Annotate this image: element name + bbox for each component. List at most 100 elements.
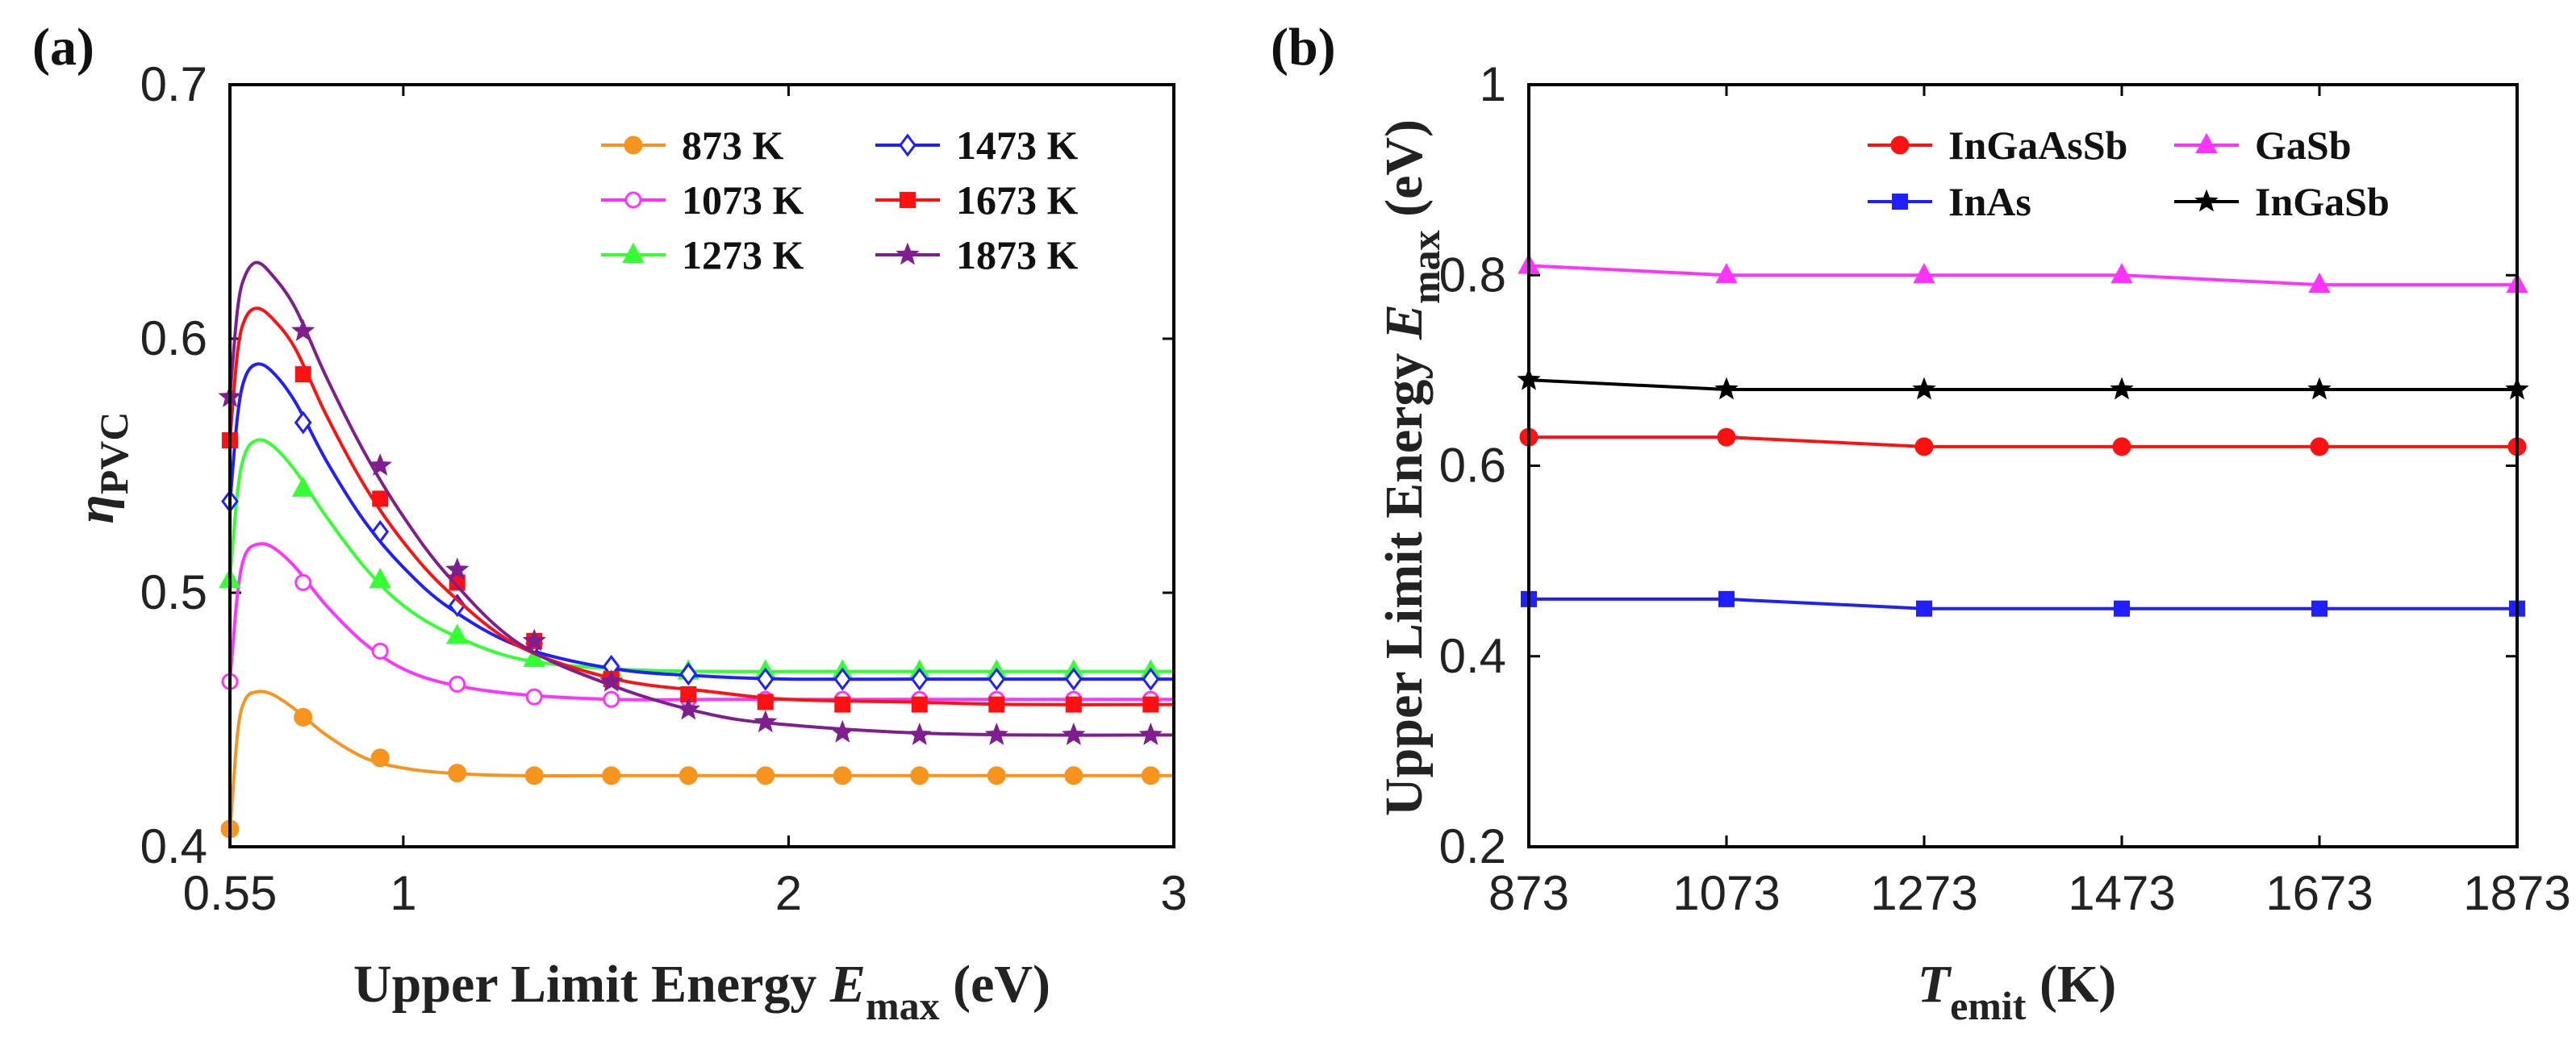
panel-b-legend: InGaAsSb GaSb InAs InGaSb bbox=[1868, 123, 2390, 224]
series-line bbox=[1529, 435, 2517, 448]
data-point bbox=[1142, 696, 1159, 713]
data-point bbox=[830, 719, 854, 743]
legend-item: InGaSb bbox=[2174, 179, 2390, 224]
data-point bbox=[599, 669, 624, 692]
data-point bbox=[603, 690, 620, 708]
data-point bbox=[984, 723, 1008, 745]
series-line bbox=[228, 438, 1174, 673]
legend-item: 1273 K bbox=[601, 232, 804, 277]
data-point bbox=[2307, 377, 2332, 400]
panel-a-xlabel-text: Upper Limit Energy bbox=[353, 955, 830, 1014]
series-inas bbox=[1521, 590, 2525, 617]
legend-label: 1673 K bbox=[956, 177, 1079, 223]
data-point bbox=[2308, 272, 2331, 294]
data-point bbox=[449, 675, 466, 693]
panel-b-xtick-label: 1673 bbox=[2265, 866, 2373, 920]
data-point bbox=[833, 766, 852, 785]
data-point bbox=[1064, 766, 1083, 785]
legend-label: InGaAsSb bbox=[1948, 123, 2127, 168]
data-point bbox=[1142, 667, 1160, 691]
data-point bbox=[1141, 766, 1160, 785]
data-point bbox=[1714, 377, 1739, 400]
panel-b-xtick-label: 873 bbox=[1488, 866, 1569, 920]
data-point bbox=[1715, 263, 1738, 284]
panel-a-xtick-label: 0.55 bbox=[183, 866, 278, 920]
legend-marker bbox=[2194, 189, 2219, 212]
legend-marker bbox=[622, 242, 645, 263]
panel-b-ylabel-symbol: E bbox=[1375, 304, 1434, 340]
data-point bbox=[369, 568, 391, 589]
panel-a-ytick-label: 0.4 bbox=[140, 819, 207, 873]
panel-a-ylabel: ηPVC bbox=[66, 412, 136, 524]
legend-item: InGaAsSb bbox=[1868, 123, 2127, 168]
panel-b-ylabel-subscript: max bbox=[1403, 230, 1448, 304]
data-point bbox=[1065, 696, 1082, 713]
data-point bbox=[1138, 723, 1163, 745]
data-point bbox=[1718, 590, 1735, 607]
series-1673-k bbox=[222, 306, 1175, 713]
panel-a-xtick-label: 1 bbox=[390, 866, 416, 920]
data-point bbox=[833, 667, 852, 691]
data-point bbox=[676, 697, 700, 720]
panel-a-series bbox=[218, 260, 1175, 839]
data-point bbox=[370, 748, 390, 768]
panel-b-ytick-label: 0.2 bbox=[1439, 819, 1506, 873]
panel-a-ytick-label: 0.7 bbox=[140, 57, 207, 111]
legend-label: 1473 K bbox=[956, 123, 1079, 168]
panel-b-xtick-label: 1273 bbox=[1870, 866, 1977, 920]
data-point bbox=[1914, 437, 1934, 456]
data-point bbox=[294, 410, 312, 435]
data-point bbox=[910, 667, 929, 691]
data-point bbox=[908, 723, 932, 745]
data-point bbox=[987, 667, 1006, 691]
panel-a-xlabel: Upper Limit Energy Emax (eV) bbox=[353, 955, 1050, 1028]
legend-item: GaSb bbox=[2174, 123, 2352, 168]
series-line bbox=[228, 306, 1175, 706]
data-point bbox=[294, 366, 311, 383]
data-point bbox=[2311, 600, 2328, 617]
data-point bbox=[368, 453, 392, 476]
panel-a-axes-box bbox=[228, 83, 1175, 848]
legend-label: 1873 K bbox=[956, 232, 1079, 277]
data-point bbox=[449, 574, 466, 591]
data-point bbox=[834, 696, 851, 713]
data-point bbox=[294, 573, 312, 591]
data-point bbox=[911, 696, 928, 713]
legend-item: 1073 K bbox=[601, 177, 804, 223]
panel-b-axes-box bbox=[1527, 83, 2519, 848]
legend-marker bbox=[1890, 135, 1910, 155]
data-point bbox=[292, 476, 315, 497]
legend-marker bbox=[624, 191, 642, 209]
data-point bbox=[294, 707, 313, 727]
panel-a-xlabel-subscript: max bbox=[866, 983, 940, 1028]
legend-marker bbox=[1892, 194, 1908, 210]
panel-b-ylabel: Upper Limit Energy Emax (eV) bbox=[1375, 119, 1448, 816]
series-1473-k bbox=[221, 362, 1174, 691]
data-point bbox=[2110, 377, 2134, 400]
legend-marker bbox=[2195, 132, 2218, 153]
panel-a-xtick-label: 3 bbox=[1160, 866, 1187, 920]
panel-b-ytick-label: 0.8 bbox=[1439, 248, 1506, 302]
data-point bbox=[522, 628, 546, 652]
legend-item: InAs bbox=[1868, 179, 2031, 224]
series-line bbox=[1528, 264, 2517, 287]
panel-a-ticks: 0.4 0.5 0.6 0.7 0.55 1 2 3 bbox=[140, 57, 1188, 920]
panel-b-ytick-label: 0.6 bbox=[1439, 439, 1506, 493]
legend-label: 1273 K bbox=[682, 232, 804, 277]
data-point bbox=[756, 766, 775, 785]
data-point bbox=[446, 623, 469, 644]
panel-a: (a) 0.4 0.5 0.6 0.7 0.55 1 2 3 ηPVC Upper Limit… bbox=[32, 18, 1188, 1028]
legend-label: 873 K bbox=[682, 123, 784, 168]
data-point bbox=[754, 710, 778, 733]
series-ingasb bbox=[1517, 367, 2529, 400]
panel-a-xtick-label: 2 bbox=[775, 866, 802, 920]
series-line bbox=[1528, 378, 2517, 391]
data-point bbox=[2310, 437, 2329, 456]
series-ingaassb bbox=[1519, 427, 2527, 456]
legend-marker bbox=[624, 135, 643, 155]
legend-label: InAs bbox=[1948, 179, 2031, 224]
data-point bbox=[524, 766, 544, 785]
